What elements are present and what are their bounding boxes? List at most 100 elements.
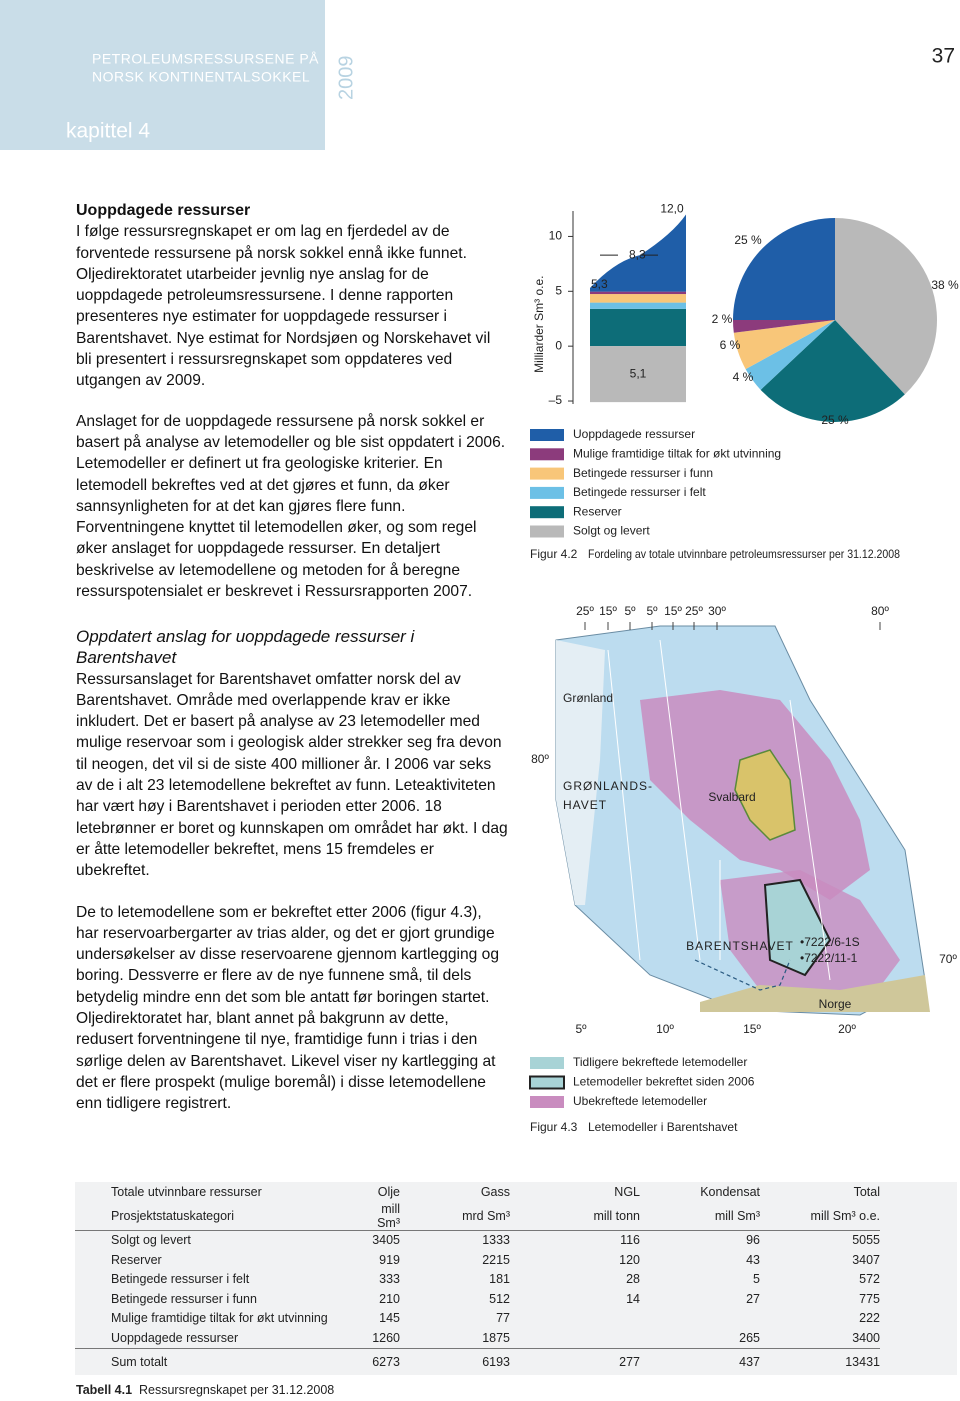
table-cell: mrd Sm³: [400, 1201, 510, 1231]
caption-number: Figur 4.2: [530, 547, 578, 561]
pie-slice: [745, 320, 835, 390]
header-box: [0, 0, 325, 150]
table-cell: 3407: [852, 1252, 880, 1267]
table-cell: 919: [379, 1252, 400, 1267]
legend-swatch: [529, 1075, 565, 1090]
place-label: Grønland: [563, 691, 613, 705]
greenland-area: [556, 640, 605, 905]
legend-swatch: [530, 448, 564, 461]
top-label: 12,0: [660, 202, 684, 216]
table-cell: Totale utvinnbare ressurser: [111, 1184, 262, 1199]
legend-swatch: [530, 525, 564, 538]
table-cell: [510, 1309, 640, 1329]
caption-number: Figur 4.3: [530, 1120, 578, 1134]
y-axis-label: Milliarder Sm³ o.e.: [532, 276, 546, 373]
table-cell: mill Sm³ o.e.: [760, 1201, 880, 1231]
table-cell: 27: [746, 1291, 760, 1306]
graticule-label: 10º: [656, 1022, 674, 1036]
table-cell: Total: [853, 1184, 880, 1199]
paragraph: Ressursanslaget for Barentshavet omfatte…: [76, 670, 508, 880]
place-label: HAVET: [563, 798, 607, 812]
stack-layer: [590, 291, 686, 295]
table-cell: mill Sm³: [355, 1201, 400, 1231]
table-cell: 6193: [400, 1347, 510, 1375]
table-cell: 1875: [482, 1330, 510, 1345]
caption: Letemodeller i Barentshavet: [588, 1120, 738, 1134]
pie-label: 25 %: [734, 233, 762, 247]
table-cell: 3400: [852, 1330, 880, 1345]
y-tick-label: 5: [555, 283, 562, 297]
table-cell: 265: [739, 1330, 760, 1345]
map: [550, 625, 930, 1025]
section-heading: Uoppdagede ressurser: [76, 202, 251, 219]
table-cell: 116: [620, 1233, 640, 1248]
table-cell: 43: [746, 1252, 760, 1267]
legend-label: Mulige framtidige tiltak for økt utvinni…: [573, 446, 781, 460]
resource-table: Totale utvinnbare ressurser Olje Gass NGL Ko…: [75, 1182, 957, 1375]
y-tick-label: 10: [549, 229, 563, 243]
legend-label: Solgt og levert: [573, 524, 650, 538]
y-tick-label: 0: [555, 338, 562, 352]
legend-label: Letemodeller bekreftet siden 2006: [573, 1075, 755, 1089]
table-cell: 1333: [482, 1233, 510, 1248]
table-cell: 5055: [852, 1233, 880, 1248]
chapter: kapittel 4: [66, 120, 150, 143]
sold-bar: [590, 346, 686, 403]
table-cell: Gass: [480, 1184, 510, 1199]
legend-label: Uoppdagede ressurser: [573, 427, 695, 441]
table-cell: Prosjektstatuskategori: [75, 1201, 355, 1231]
pie-slice: [733, 218, 835, 320]
section-heading: Oppdatert anslag for uoppdagede ressurse…: [76, 627, 415, 668]
table-cell: 77: [496, 1311, 510, 1326]
graticule-label: 70º: [939, 952, 957, 966]
graticule-label: 25º: [685, 604, 703, 618]
graticule-label: 80º: [531, 752, 549, 766]
table-cell: 277: [510, 1347, 640, 1375]
table-cell: 145: [379, 1311, 400, 1326]
table-row: Betingede ressurser i felt 333 181 28 5 572: [75, 1270, 957, 1290]
legend-swatch: [530, 486, 564, 499]
graticule-label: 5º: [646, 604, 658, 618]
table-cell: 437: [640, 1347, 760, 1375]
table-cell: 222: [859, 1311, 880, 1326]
table-cell: 3405: [372, 1233, 400, 1248]
caption-number: Tabell 4.1: [76, 1383, 133, 1397]
pie-label: 6 %: [720, 338, 741, 352]
legend-swatch: [530, 1057, 564, 1069]
page-number: 37: [932, 45, 955, 68]
pie-slice: [760, 320, 905, 422]
legend-label: Tidligere bekreftede letemodeller: [573, 1055, 747, 1069]
table-cell: 120: [619, 1252, 640, 1267]
table-row: Prosjektstatuskategori mill Sm³ mrd Sm³ mil…: [75, 1201, 957, 1231]
table-row: Sum totalt 6273 6193 277 437 13431: [75, 1347, 957, 1375]
table-cell: 1260: [372, 1330, 400, 1345]
legend-swatch: [530, 1096, 564, 1108]
table-cell: Betingede ressurser i felt: [111, 1272, 250, 1287]
table-cell: Reserver: [111, 1252, 162, 1267]
table-cell: 28: [626, 1272, 640, 1287]
table-cell: mill tonn: [510, 1201, 640, 1231]
table-cell: 96: [746, 1233, 760, 1248]
top-label: 8,3: [629, 247, 646, 261]
stack-layer: [590, 294, 686, 303]
table-cell: Solgt og levert: [111, 1233, 191, 1248]
table-cell: Sum totalt: [75, 1347, 355, 1375]
graticule-label: 30º: [708, 604, 726, 618]
norway-land: [700, 975, 930, 1012]
pie-slice: [733, 320, 835, 370]
table-cell: Olje: [377, 1184, 400, 1199]
table-cell: Kondensat: [700, 1184, 760, 1199]
legend-label: Ubekreftede letemodeller: [573, 1094, 707, 1108]
table-cell: [510, 1328, 640, 1348]
graticule-label: 80º: [871, 604, 889, 618]
section: Uoppdagede ressurser I følge ressursregn…: [76, 200, 508, 602]
table-row: Reserver 919 2215 120 43 3407: [75, 1250, 957, 1270]
undiscovered-area: [590, 214, 686, 292]
place-label: •7222/11-1: [800, 951, 858, 965]
pie-label: 2 %: [712, 312, 733, 326]
table-cell: 13431: [760, 1347, 880, 1375]
legend-label: Betingede ressurser i funn: [573, 466, 713, 480]
table-cell: 2215: [482, 1252, 510, 1267]
legend-label: Betingede ressurser i felt: [573, 485, 706, 499]
